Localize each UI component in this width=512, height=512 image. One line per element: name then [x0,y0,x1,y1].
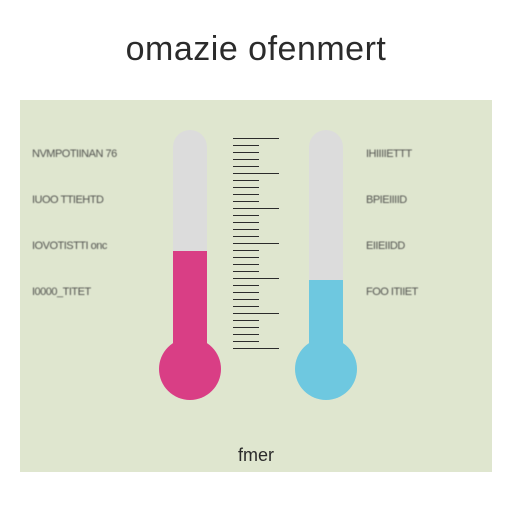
chart-panel: NVMPOTIINAN 76 IUOO TTIEHTD IOVOTISTTI o… [20,100,492,472]
scale-tick [233,334,259,335]
scale-tick [233,152,259,153]
scale-tick [233,215,259,216]
scale-tick [233,313,279,314]
scale-tick [233,236,259,237]
scale-tick [233,341,259,342]
thermometer-tube [309,130,343,350]
scale-tick [233,299,259,300]
thermometer-tube [173,130,207,350]
right-label: IHIIIIETTT [366,148,466,160]
scale-tick [233,250,259,251]
thermometer-fill [173,251,207,350]
scale-tick [233,271,259,272]
scale-tick [233,173,279,174]
right-labels-column: IHIIIIETTT BPIEIIIID EIIEIIDD FOO ITIIET [366,130,466,452]
scale-tick [233,320,259,321]
scale-tick [233,194,259,195]
scale-tick [233,264,259,265]
page-title: omazie ofenmert [0,0,512,93]
right-label: FOO ITIIET [366,286,466,298]
scale-tick [233,243,279,244]
scale-tick [233,201,259,202]
scale-tick [233,166,259,167]
scale-column [230,130,286,452]
scale-ticks [233,138,283,348]
scale-tick [233,257,259,258]
scale-tick [233,285,259,286]
scale-tick [233,348,279,349]
scale-tick [233,278,279,279]
thermometer-bulb [295,338,357,400]
scale-tick [233,138,279,139]
scale-tick [233,208,279,209]
scale-tick [233,145,259,146]
thermometer-bulb [159,338,221,400]
thermometer-right [286,130,366,452]
scale-tick [233,327,259,328]
left-label: NVMPOTIINAN 76 [32,148,150,160]
scale-tick [233,159,259,160]
left-label: IUOO TTIEHTD [32,194,150,206]
left-label: I0000_TITET [32,286,150,298]
scale-tick [233,306,259,307]
scale-tick [233,222,259,223]
caption: fmer [20,445,492,466]
left-label: IOVOTISTTI onc [32,240,150,252]
right-label: BPIEIIIID [366,194,466,206]
thermometer-left [150,130,230,452]
scale-tick [233,229,259,230]
chart-content: NVMPOTIINAN 76 IUOO TTIEHTD IOVOTISTTI o… [32,130,480,452]
scale-tick [233,180,259,181]
left-labels-column: NVMPOTIINAN 76 IUOO TTIEHTD IOVOTISTTI o… [32,130,150,452]
scale-tick [233,292,259,293]
right-label: EIIEIIDD [366,240,466,252]
scale-tick [233,187,259,188]
